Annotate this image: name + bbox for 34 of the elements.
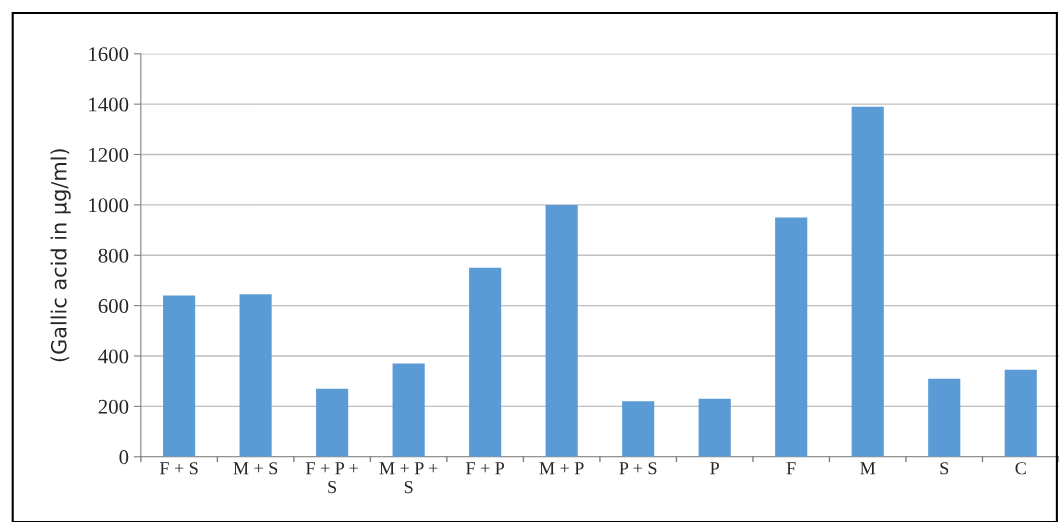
y-tick-label: 0 bbox=[119, 450, 129, 465]
y-tick-label: 1400 bbox=[89, 97, 129, 112]
bar bbox=[1004, 369, 1037, 457]
y-tick-label: 600 bbox=[98, 299, 129, 314]
x-tick-label: F + P + S bbox=[305, 462, 358, 494]
bar bbox=[545, 204, 578, 457]
bar bbox=[851, 106, 884, 457]
bar bbox=[163, 295, 196, 457]
x-tick-label: M + S bbox=[233, 462, 278, 475]
y-tick-label: 400 bbox=[98, 349, 129, 364]
y-tick-label: 1000 bbox=[89, 198, 129, 213]
x-tick-label: F + S bbox=[159, 462, 198, 475]
bar bbox=[928, 378, 961, 457]
y-tick-label: 1600 bbox=[89, 47, 129, 62]
bar bbox=[239, 294, 272, 457]
y-axis-title: (Gallic acid in µg/ml) bbox=[50, 149, 71, 362]
bar bbox=[698, 398, 731, 457]
x-tick-label: S bbox=[940, 462, 949, 475]
x-tick-label: C bbox=[1015, 462, 1026, 475]
x-tick-label: F + P bbox=[466, 462, 505, 475]
bar bbox=[622, 401, 655, 457]
y-tick-label: 200 bbox=[98, 399, 129, 414]
bar bbox=[316, 388, 349, 457]
x-tick-label: P + S bbox=[619, 462, 657, 475]
x-tick-label: P bbox=[710, 462, 719, 475]
bar bbox=[469, 267, 502, 457]
y-tick-label: 800 bbox=[98, 248, 129, 263]
x-tick-label: M + P + S bbox=[379, 462, 438, 494]
y-tick-label: 1200 bbox=[89, 147, 129, 162]
bar bbox=[775, 217, 808, 457]
bar bbox=[392, 363, 425, 457]
x-tick-label: M bbox=[860, 462, 876, 475]
x-tick-label: M + P bbox=[539, 462, 584, 475]
x-tick-label: F bbox=[786, 462, 796, 475]
